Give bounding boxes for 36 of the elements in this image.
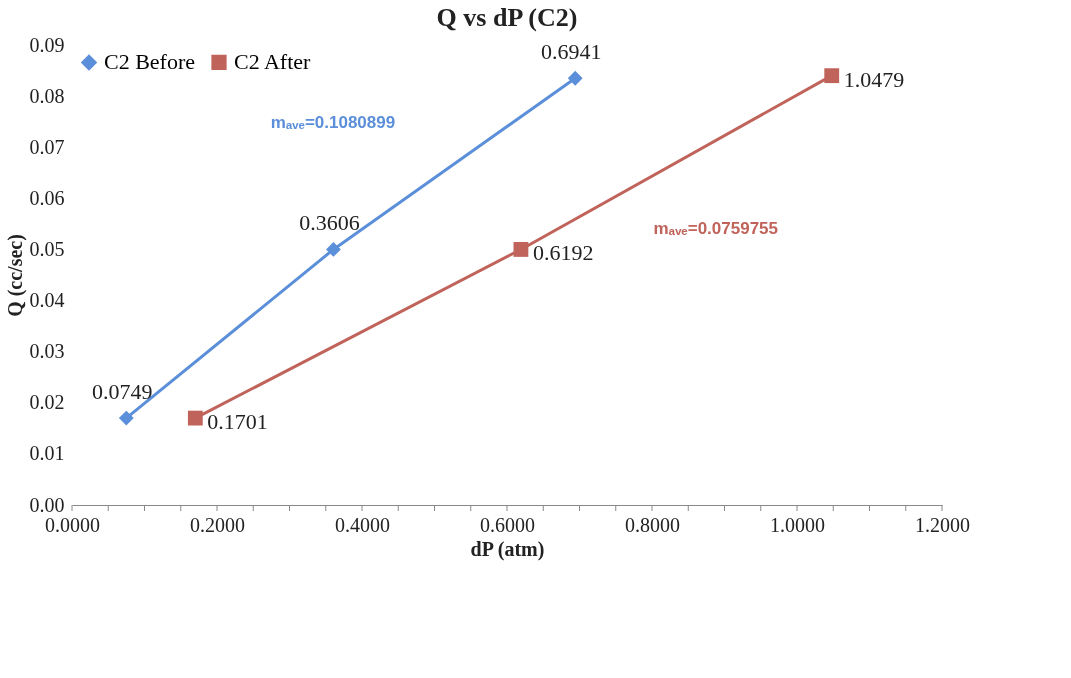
- y-tick-label: 0.09: [29, 33, 65, 56]
- annotation: mₐᵥₑ=0.0759755: [653, 219, 778, 238]
- y-tick-label: 0.01: [29, 442, 65, 465]
- point: [567, 70, 583, 86]
- y-tick-label: 0.02: [29, 391, 65, 414]
- x-tick-label: 0.8000: [625, 513, 680, 536]
- annotation: mₐᵥₑ=0.1080899: [270, 113, 396, 133]
- x-tick-label: 1.0000: [770, 513, 825, 536]
- y-tick-label: 0.00: [29, 493, 65, 516]
- x-tick-label: 0.6000: [480, 513, 535, 536]
- x-tick-label: 1.2000: [915, 513, 970, 536]
- x-axis-title: dP (atm): [470, 537, 545, 561]
- y-axis-title: Q (cc/sec): [3, 234, 27, 317]
- annotation: 1.0479: [843, 66, 905, 92]
- y-tick-label: 0.05: [29, 237, 65, 260]
- annotation: 0.1701: [207, 409, 268, 435]
- chart-title: Q vs dP (C2): [436, 3, 578, 32]
- y-tick-label: 0.04: [29, 289, 65, 312]
- y-tick-label: 0.08: [29, 84, 65, 107]
- x-tick-label: 0.0000: [45, 513, 100, 536]
- y-tick-label: 0.03: [29, 340, 65, 363]
- point: [513, 242, 529, 257]
- annotation: 0.6192: [532, 240, 594, 266]
- annotation: 0.3606: [299, 210, 360, 236]
- y-tick-label: 0.06: [29, 186, 65, 209]
- x-tick-label: 0.2000: [190, 513, 245, 536]
- point: [326, 242, 341, 257]
- y-tick-label: 0.07: [29, 135, 65, 158]
- point: [824, 68, 840, 84]
- point: [118, 410, 134, 426]
- annotation: 0.6941: [540, 39, 602, 65]
- legend-label: C2 Before: [104, 49, 196, 75]
- annotation: 0.0749: [92, 379, 153, 405]
- x-tick-label: 0.4000: [335, 513, 390, 536]
- point: [187, 410, 203, 426]
- legend-label: C2 After: [234, 49, 312, 75]
